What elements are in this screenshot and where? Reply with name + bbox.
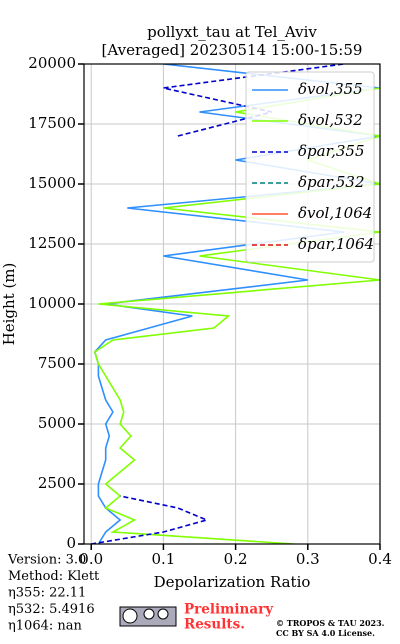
legend-label: δpar,532	[298, 173, 365, 191]
annotation: η1064: nan	[8, 619, 83, 634]
cc-logo	[119, 606, 177, 627]
y-tick-label: 7500	[38, 354, 76, 372]
y-tick-label: 0	[66, 534, 76, 552]
plot-frame	[83, 63, 381, 545]
annotation: Version: 3.0	[7, 553, 86, 568]
legend-label: δpar,1064	[298, 235, 374, 253]
notice: Preliminary	[184, 602, 274, 618]
copyright: CC BY SA 4.0 License.	[276, 628, 375, 638]
x-tick-label: 0.1	[151, 550, 175, 568]
y-tick-label: 15000	[28, 174, 76, 192]
y-axis-label: Height (m)	[0, 263, 18, 346]
annotation: η355: 22.11	[8, 586, 86, 601]
annotation: η532: 5.4916	[8, 602, 95, 617]
y-tick-label: 12500	[28, 234, 76, 252]
chart-title: pollyxt_tau at Tel_Aviv	[147, 23, 317, 41]
x-tick-label: 0.2	[224, 550, 248, 568]
copyright: © TROPOS & TAU 2023.	[276, 618, 385, 628]
chart-title: [Averaged] 20230514 15:00-15:59	[102, 41, 363, 59]
legend-label: δpar,355	[298, 142, 365, 160]
data-line	[93, 64, 380, 544]
y-tick-label: 2500	[38, 474, 76, 492]
legend-label: δvol,532	[298, 111, 363, 129]
x-tick-label: 0.0	[79, 550, 103, 568]
legend-box	[245, 71, 375, 263]
x-tick-label: 0.3	[296, 550, 320, 568]
y-tick-label: 20000	[28, 54, 76, 72]
notice: Results.	[184, 617, 245, 633]
x-axis-label: Depolarization Ratio	[154, 573, 311, 591]
annotation: Method: Klett	[8, 569, 100, 584]
legend-label: δvol,1064	[298, 204, 372, 222]
x-tick-label: 0.4	[368, 550, 392, 568]
legend-label: δvol,355	[298, 80, 363, 98]
y-tick-label: 10000	[28, 294, 76, 312]
y-tick-label: 17500	[28, 114, 76, 132]
y-tick-label: 5000	[38, 414, 76, 432]
